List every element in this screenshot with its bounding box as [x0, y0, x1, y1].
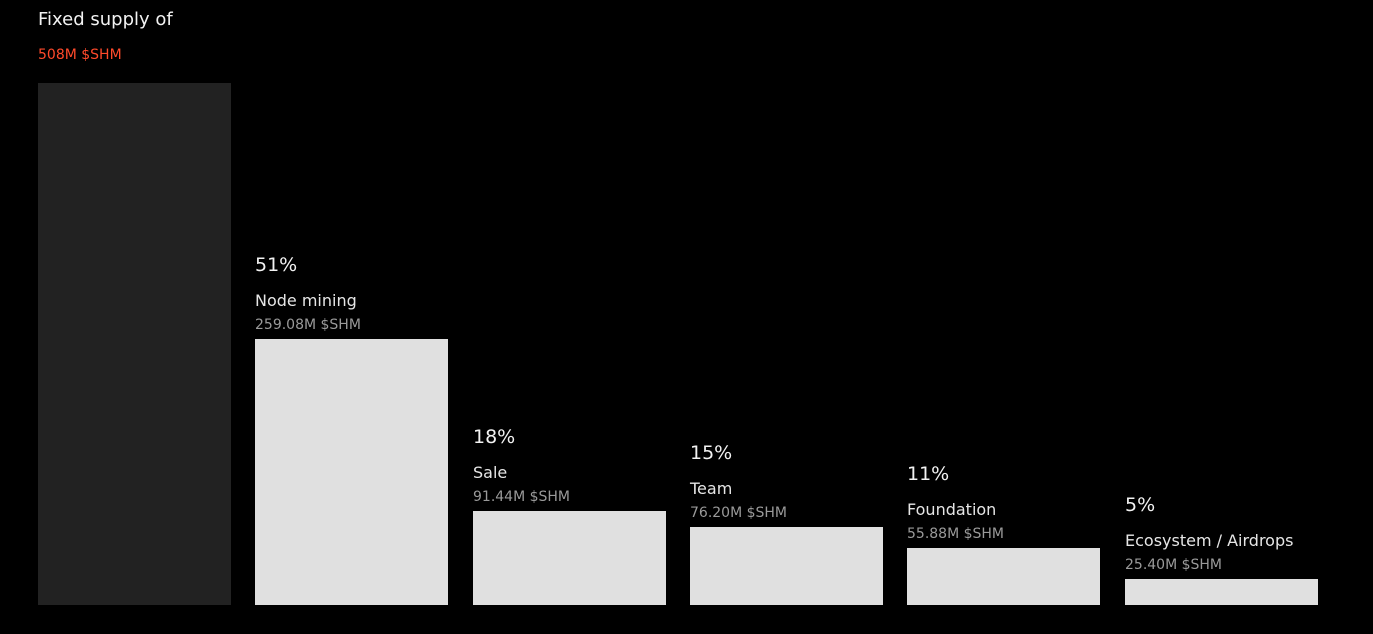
allocation-segment: 11% Foundation 55.88M $SHM: [907, 462, 1100, 605]
allocation-bar: [255, 339, 448, 605]
allocation-bar: [1125, 579, 1318, 605]
allocation-category-label: Sale: [473, 463, 508, 482]
allocation-percent-label: 18%: [473, 426, 516, 448]
allocation-category-label: Team: [690, 479, 733, 498]
allocation-bar: [907, 548, 1100, 605]
allocation-percent-label: 11%: [907, 463, 950, 485]
allocation-segment: 15% Team 76.20M $SHM: [690, 441, 883, 605]
allocation-segment: 51% Node mining 259.08M $SHM: [255, 253, 448, 605]
allocation-segment: 18% Sale 91.44M $SHM: [473, 425, 666, 605]
allocation-category-label: Node mining: [255, 291, 357, 310]
allocation-amount-label: 55.88M $SHM: [907, 526, 1005, 542]
allocation-amount-label: 76.20M $SHM: [690, 505, 788, 521]
allocation-segment: 5% Ecosystem / Airdrops 25.40M $SHM: [1125, 493, 1318, 605]
allocation-category-label: Ecosystem / Airdrops: [1125, 531, 1294, 550]
total-supply-label: 508M $SHM: [38, 47, 122, 63]
chart-title: Fixed supply of: [38, 9, 173, 30]
allocation-percent-label: 15%: [690, 442, 733, 464]
allocation-amount-label: 91.44M $SHM: [473, 489, 571, 505]
allocation-amount-label: 25.40M $SHM: [1125, 557, 1223, 573]
allocation-amount-label: 259.08M $SHM: [255, 317, 361, 333]
allocation-category-label: Foundation: [907, 500, 997, 519]
total-supply-bar: [38, 83, 231, 605]
allocation-percent-label: 51%: [255, 254, 298, 276]
allocation-percent-label: 5%: [1125, 494, 1156, 516]
allocation-bar: [690, 527, 883, 605]
allocation-bar: [473, 511, 666, 605]
